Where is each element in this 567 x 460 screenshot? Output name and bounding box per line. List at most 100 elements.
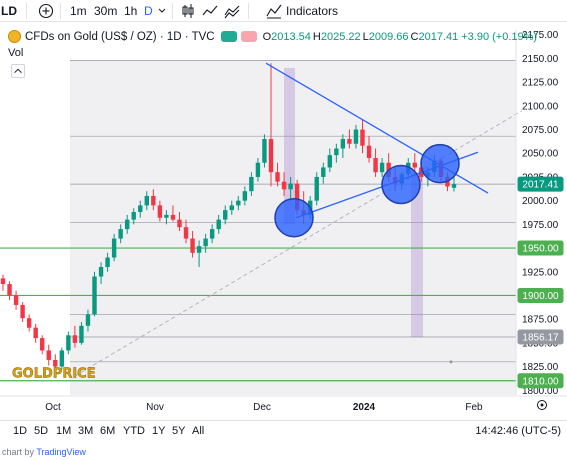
candle-body[interactable] [412,162,417,168]
candle-body[interactable] [379,162,385,173]
price-label-box[interactable] [517,240,564,256]
candle-body[interactable] [249,176,254,192]
candle-body[interactable] [177,219,182,228]
range-ytd[interactable]: YTD [123,425,145,437]
candle-body[interactable] [229,205,234,211]
candle-body[interactable] [451,184,457,188]
candle-body[interactable] [26,318,32,328]
price-label-box[interactable] [517,287,564,303]
candle-body[interactable] [7,284,12,296]
candle-body[interactable] [236,200,241,206]
range-3m[interactable]: 3M [78,425,94,437]
candle-body[interactable] [53,359,58,367]
clock-timezone[interactable]: 14:42:46 (UTC-5) [475,425,561,437]
candle-body[interactable] [0,278,6,285]
highlight-circle[interactable] [274,197,314,238]
candle-body[interactable] [281,181,287,190]
trend-extension-dashed[interactable] [74,110,523,377]
market-status-icon[interactable] [220,31,237,42]
candle-body[interactable] [20,304,25,319]
candle-body[interactable] [203,238,208,247]
interval-1h[interactable]: 1h [124,4,138,18]
candle-body[interactable] [118,229,123,239]
interval-1m[interactable]: 1m [70,4,87,18]
candle-body[interactable] [223,210,228,220]
candle-body[interactable] [334,148,339,156]
candle-body[interactable] [321,167,326,177]
bar-chart-style-icon[interactable] [180,3,196,19]
range-all[interactable]: All [192,425,205,437]
y-tick-label: 2125.00 [522,78,559,89]
candle-body[interactable] [124,219,130,230]
candle-body[interactable] [85,314,91,326]
compare-add-icon[interactable] [38,3,54,19]
candle-body[interactable] [262,139,267,163]
candle-body[interactable] [46,350,51,360]
candle-body[interactable] [66,335,71,351]
range-5y[interactable]: 5Y [172,425,186,437]
candle-body[interactable] [138,205,143,213]
tradingview-link[interactable]: TradingView [36,447,86,457]
candle-body[interactable] [98,267,104,277]
indicators-icon[interactable] [266,3,282,19]
candle-body[interactable] [360,129,365,146]
candle-body[interactable] [314,176,319,201]
candle-body[interactable] [190,238,195,253]
candle-body[interactable] [183,227,189,239]
candle-body[interactable] [13,295,19,305]
interval-d[interactable]: D [144,4,153,18]
axis-settings-icon[interactable] [537,400,547,410]
price-label-box[interactable] [517,373,564,389]
candle-body[interactable] [131,212,136,220]
candle-body[interactable] [353,129,359,144]
line-chart-style-icon[interactable] [202,3,218,19]
candle-body[interactable] [196,246,202,253]
candle-body[interactable] [105,257,110,268]
candle-body[interactable] [33,327,38,339]
symbol-fragment[interactable]: LD [1,4,17,18]
volume-label[interactable]: Vol [8,47,24,59]
candle-body[interactable] [366,145,372,158]
candle-body[interactable] [327,155,333,168]
candle-body[interactable] [255,162,261,177]
candle-body[interactable] [79,325,84,343]
y-tick-label: 2075.00 [522,125,559,136]
data-flag-icon[interactable] [240,31,257,42]
candle-body[interactable] [144,195,149,206]
candle-body[interactable] [209,229,215,239]
collapse-legend-icon[interactable] [11,64,25,78]
range-1d[interactable]: 1D [13,425,28,437]
indicators-button[interactable]: Indicators [286,4,339,18]
candle-body[interactable] [347,139,352,144]
price-label-box[interactable] [517,176,564,192]
candle-body[interactable] [157,205,163,218]
candle-body[interactable] [72,335,78,343]
candle-body[interactable] [170,214,176,220]
candle-body[interactable] [288,183,293,190]
candle-body[interactable] [40,338,45,351]
candle-body[interactable] [340,139,346,149]
candle-body[interactable] [111,238,117,258]
price-chart[interactable]: GOLDPRICE 2175.00 2150.00 2125.00 2100.00 207… [0,0,567,420]
range-5d[interactable]: 5D [34,425,49,437]
candle-body[interactable] [275,172,280,182]
candle-body[interactable] [92,276,97,315]
candle-body[interactable] [59,350,65,367]
interval-30m[interactable]: 30m [94,4,118,18]
highlight-circle[interactable] [381,164,421,205]
highlight-circle[interactable] [420,143,460,184]
candle-body[interactable] [216,219,221,230]
candle-body[interactable] [151,195,156,206]
candle-body[interactable] [294,183,300,211]
chevron-down-icon[interactable] [158,7,166,15]
candle-body[interactable] [242,191,248,201]
range-6m[interactable]: 6M [100,425,116,437]
candle-body[interactable] [373,157,378,173]
range-1m[interactable]: 1M [56,425,72,437]
highlight-zone[interactable] [284,67,295,225]
range-1y[interactable]: 1Y [152,425,166,437]
area-chart-style-icon[interactable] [224,3,240,19]
price-label-box[interactable] [517,329,564,345]
candle-body[interactable] [268,139,274,173]
candle-body[interactable] [164,214,169,218]
